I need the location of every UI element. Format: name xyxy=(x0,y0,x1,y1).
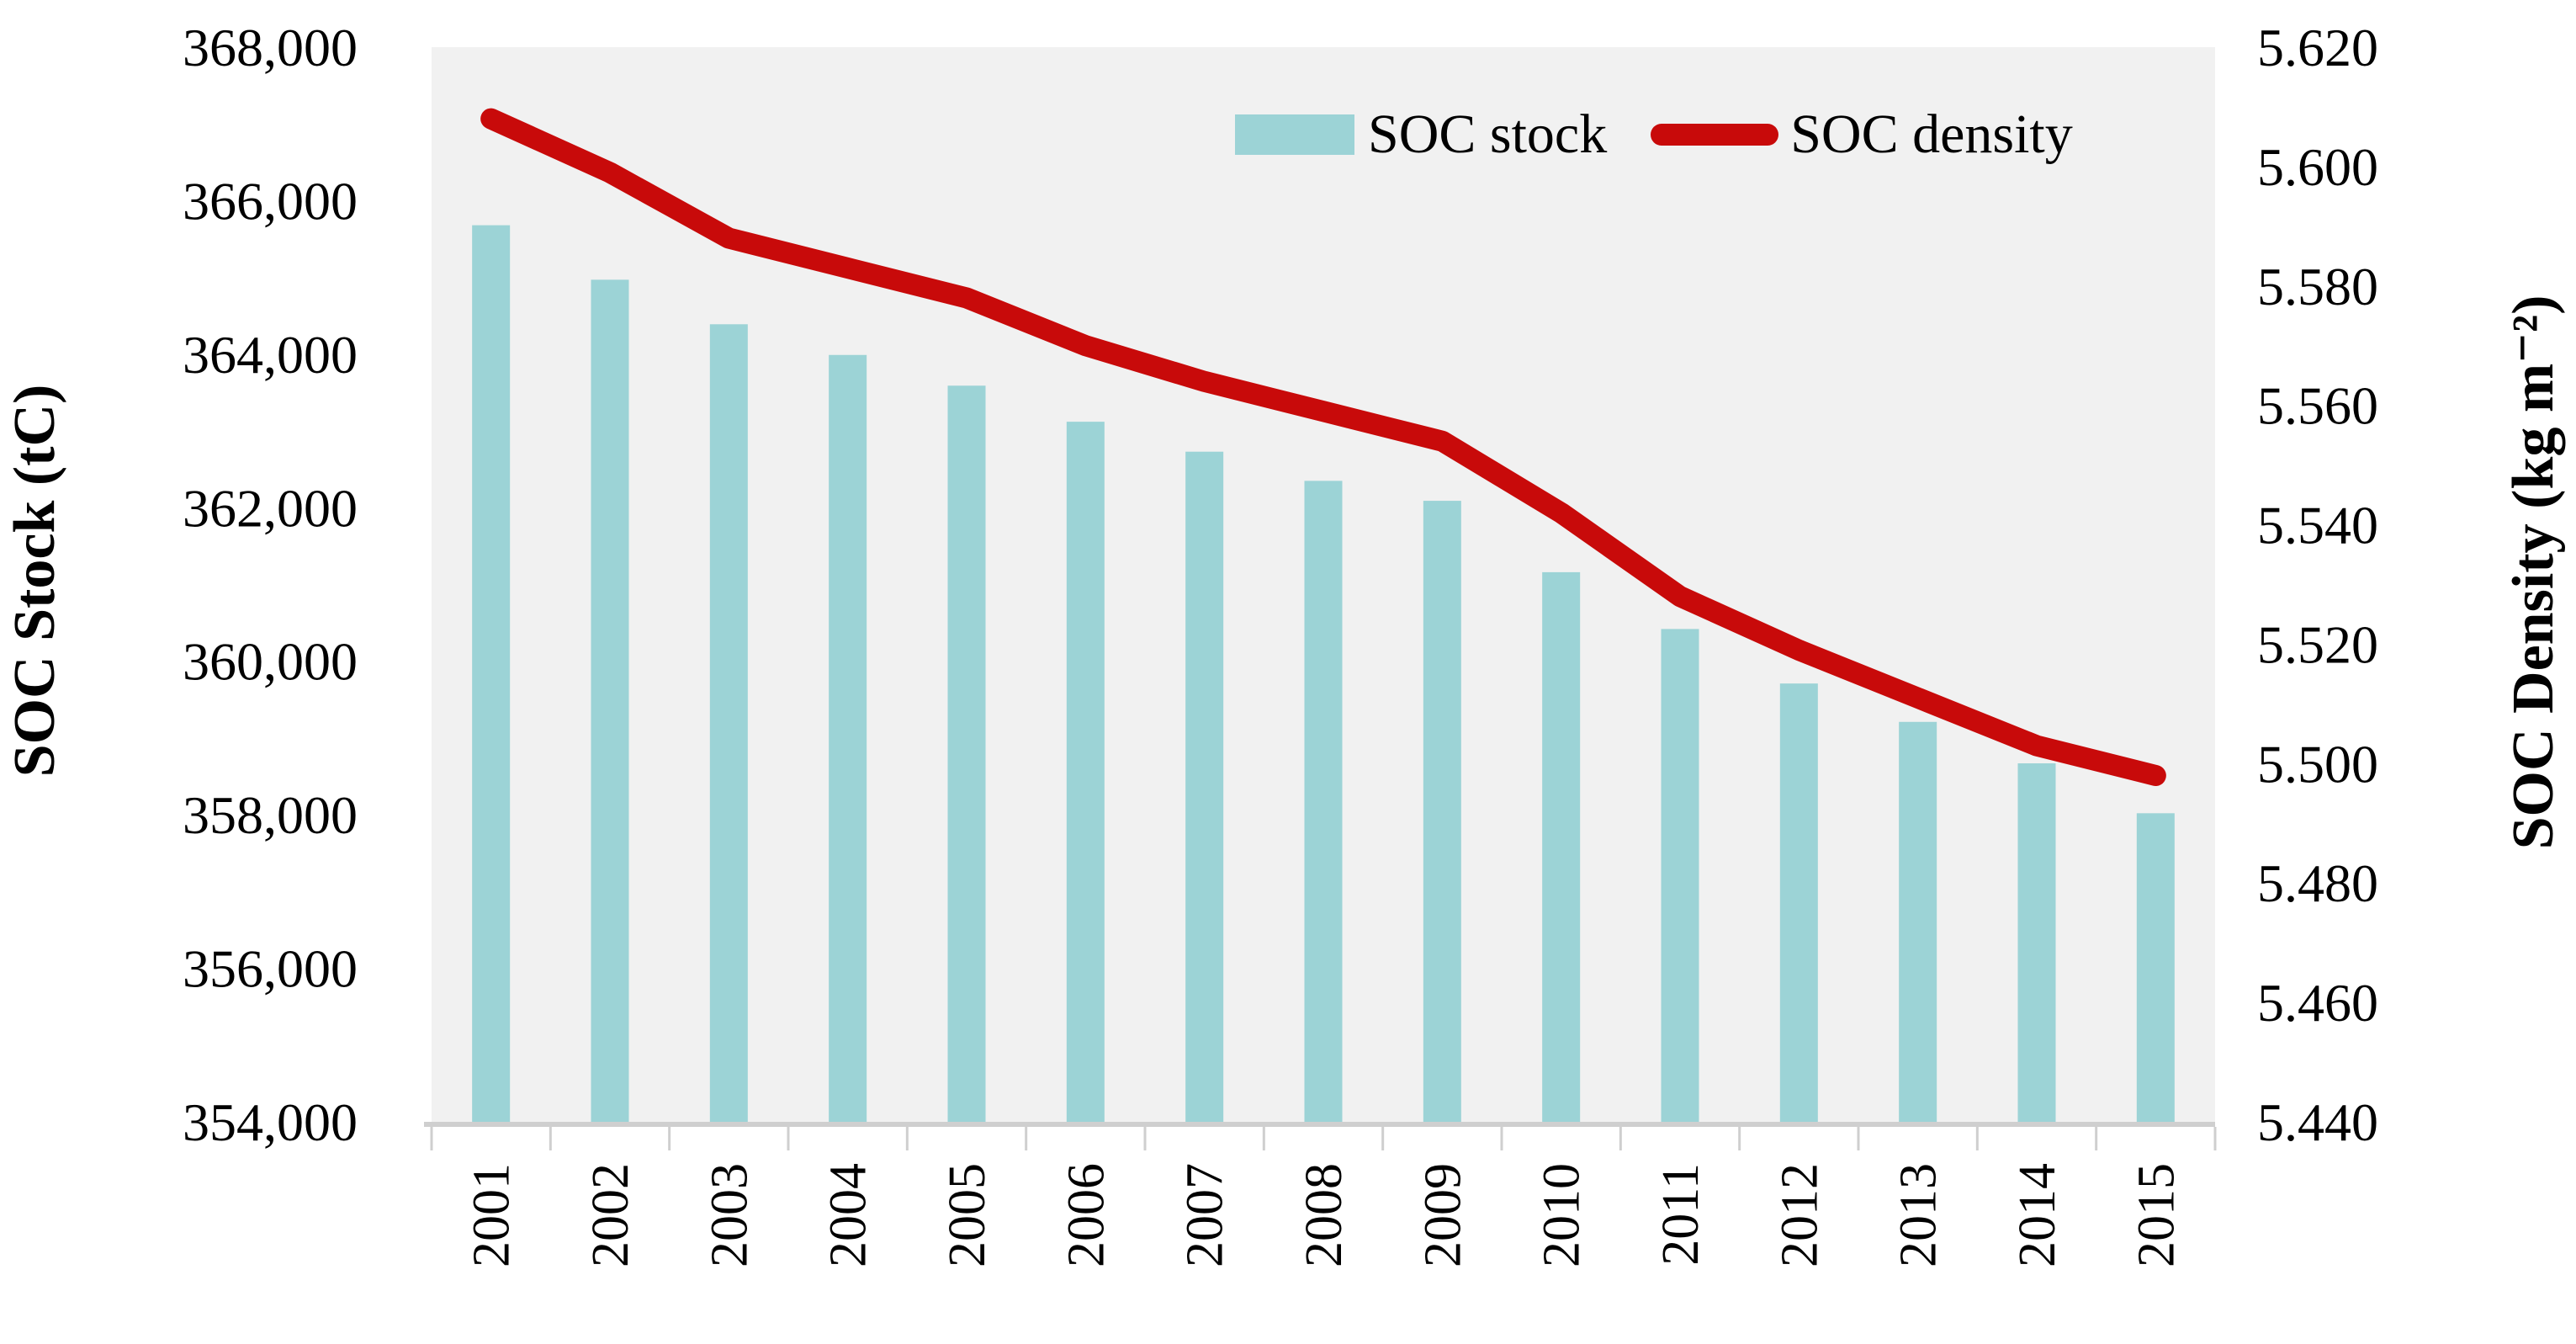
bar-2011 xyxy=(1661,629,1699,1122)
bar-2013 xyxy=(1899,721,1937,1122)
left-axis-tick-label: 362,000 xyxy=(183,478,358,538)
left-axis-tick-label: 368,000 xyxy=(183,18,358,77)
right-axis-tick-label: 5.620 xyxy=(2257,18,2378,77)
bar-2008 xyxy=(1304,481,1343,1122)
x-axis-tick-label: 2009 xyxy=(1414,1163,1471,1267)
bar-2006 xyxy=(1066,422,1105,1122)
x-axis-tick-label: 2014 xyxy=(2009,1163,2066,1267)
bar-2012 xyxy=(1779,683,1818,1122)
bar-2001 xyxy=(472,225,511,1122)
x-axis-tick-label: 2012 xyxy=(1771,1163,1828,1267)
right-axis-tick-label: 5.500 xyxy=(2257,734,2378,794)
bar-2015 xyxy=(2136,813,2175,1122)
soc-density-line xyxy=(480,108,2166,786)
x-axis-tick-label: 2003 xyxy=(701,1163,758,1267)
bar-2014 xyxy=(2017,763,2056,1122)
right-axis-tick-label: 5.520 xyxy=(2257,614,2378,674)
left-axis-title: SOC Stock (tC) xyxy=(3,384,67,778)
left-axis-tick-label: 354,000 xyxy=(183,1092,358,1152)
left-axis-tick-label: 356,000 xyxy=(183,939,358,999)
legend-bar-swatch-icon xyxy=(1235,114,1354,155)
right-axis-title: SOC Density (kg m⁻²) xyxy=(2501,295,2566,850)
x-axis-tick-label: 2006 xyxy=(1057,1163,1115,1267)
x-axis-tick-label: 2002 xyxy=(582,1163,639,1267)
bar-2009 xyxy=(1423,501,1461,1122)
bar-2003 xyxy=(709,324,748,1122)
left-axis-tick-label: 364,000 xyxy=(183,325,358,385)
x-axis-tick-label: 2015 xyxy=(2128,1163,2185,1267)
x-axis-tick-label: 2004 xyxy=(820,1163,877,1267)
x-axis-tick-label: 2010 xyxy=(1534,1163,1591,1267)
x-axis-tick-label: 2007 xyxy=(1177,1163,1234,1267)
legend: SOC stock SOC density xyxy=(1235,103,2073,167)
left-axis-tick-label: 366,000 xyxy=(183,171,358,231)
right-axis-tick-label: 5.580 xyxy=(2257,257,2378,316)
bar-2007 xyxy=(1185,451,1224,1122)
right-axis-tick-label: 5.560 xyxy=(2257,376,2378,436)
x-axis-tick-label: 2011 xyxy=(1652,1163,1709,1266)
x-axis-tick-label: 2001 xyxy=(464,1163,521,1267)
bar-2010 xyxy=(1542,571,1581,1122)
bar-2005 xyxy=(947,385,986,1122)
x-axis-tick-label: 2005 xyxy=(939,1163,996,1267)
left-axis-tick-label: 358,000 xyxy=(183,785,358,845)
legend-line-swatch-icon xyxy=(1651,124,1779,146)
right-axis-tick-label: 5.480 xyxy=(2257,853,2378,913)
right-axis-tick-label: 5.600 xyxy=(2257,137,2378,197)
bar-2004 xyxy=(829,354,867,1122)
right-axis-tick-label: 5.540 xyxy=(2257,496,2378,555)
right-axis-tick-label: 5.440 xyxy=(2257,1092,2378,1152)
left-axis-tick-label: 360,000 xyxy=(183,632,358,692)
x-axis-tick-label: 2013 xyxy=(1890,1163,1948,1267)
bar-2002 xyxy=(591,279,629,1122)
legend-label-soc-density: SOC density xyxy=(1790,104,2073,165)
right-axis-tick-label: 5.460 xyxy=(2257,973,2378,1033)
legend-label-soc-stock: SOC stock xyxy=(1368,104,1608,165)
x-axis-tick-label: 2008 xyxy=(1296,1163,1353,1267)
